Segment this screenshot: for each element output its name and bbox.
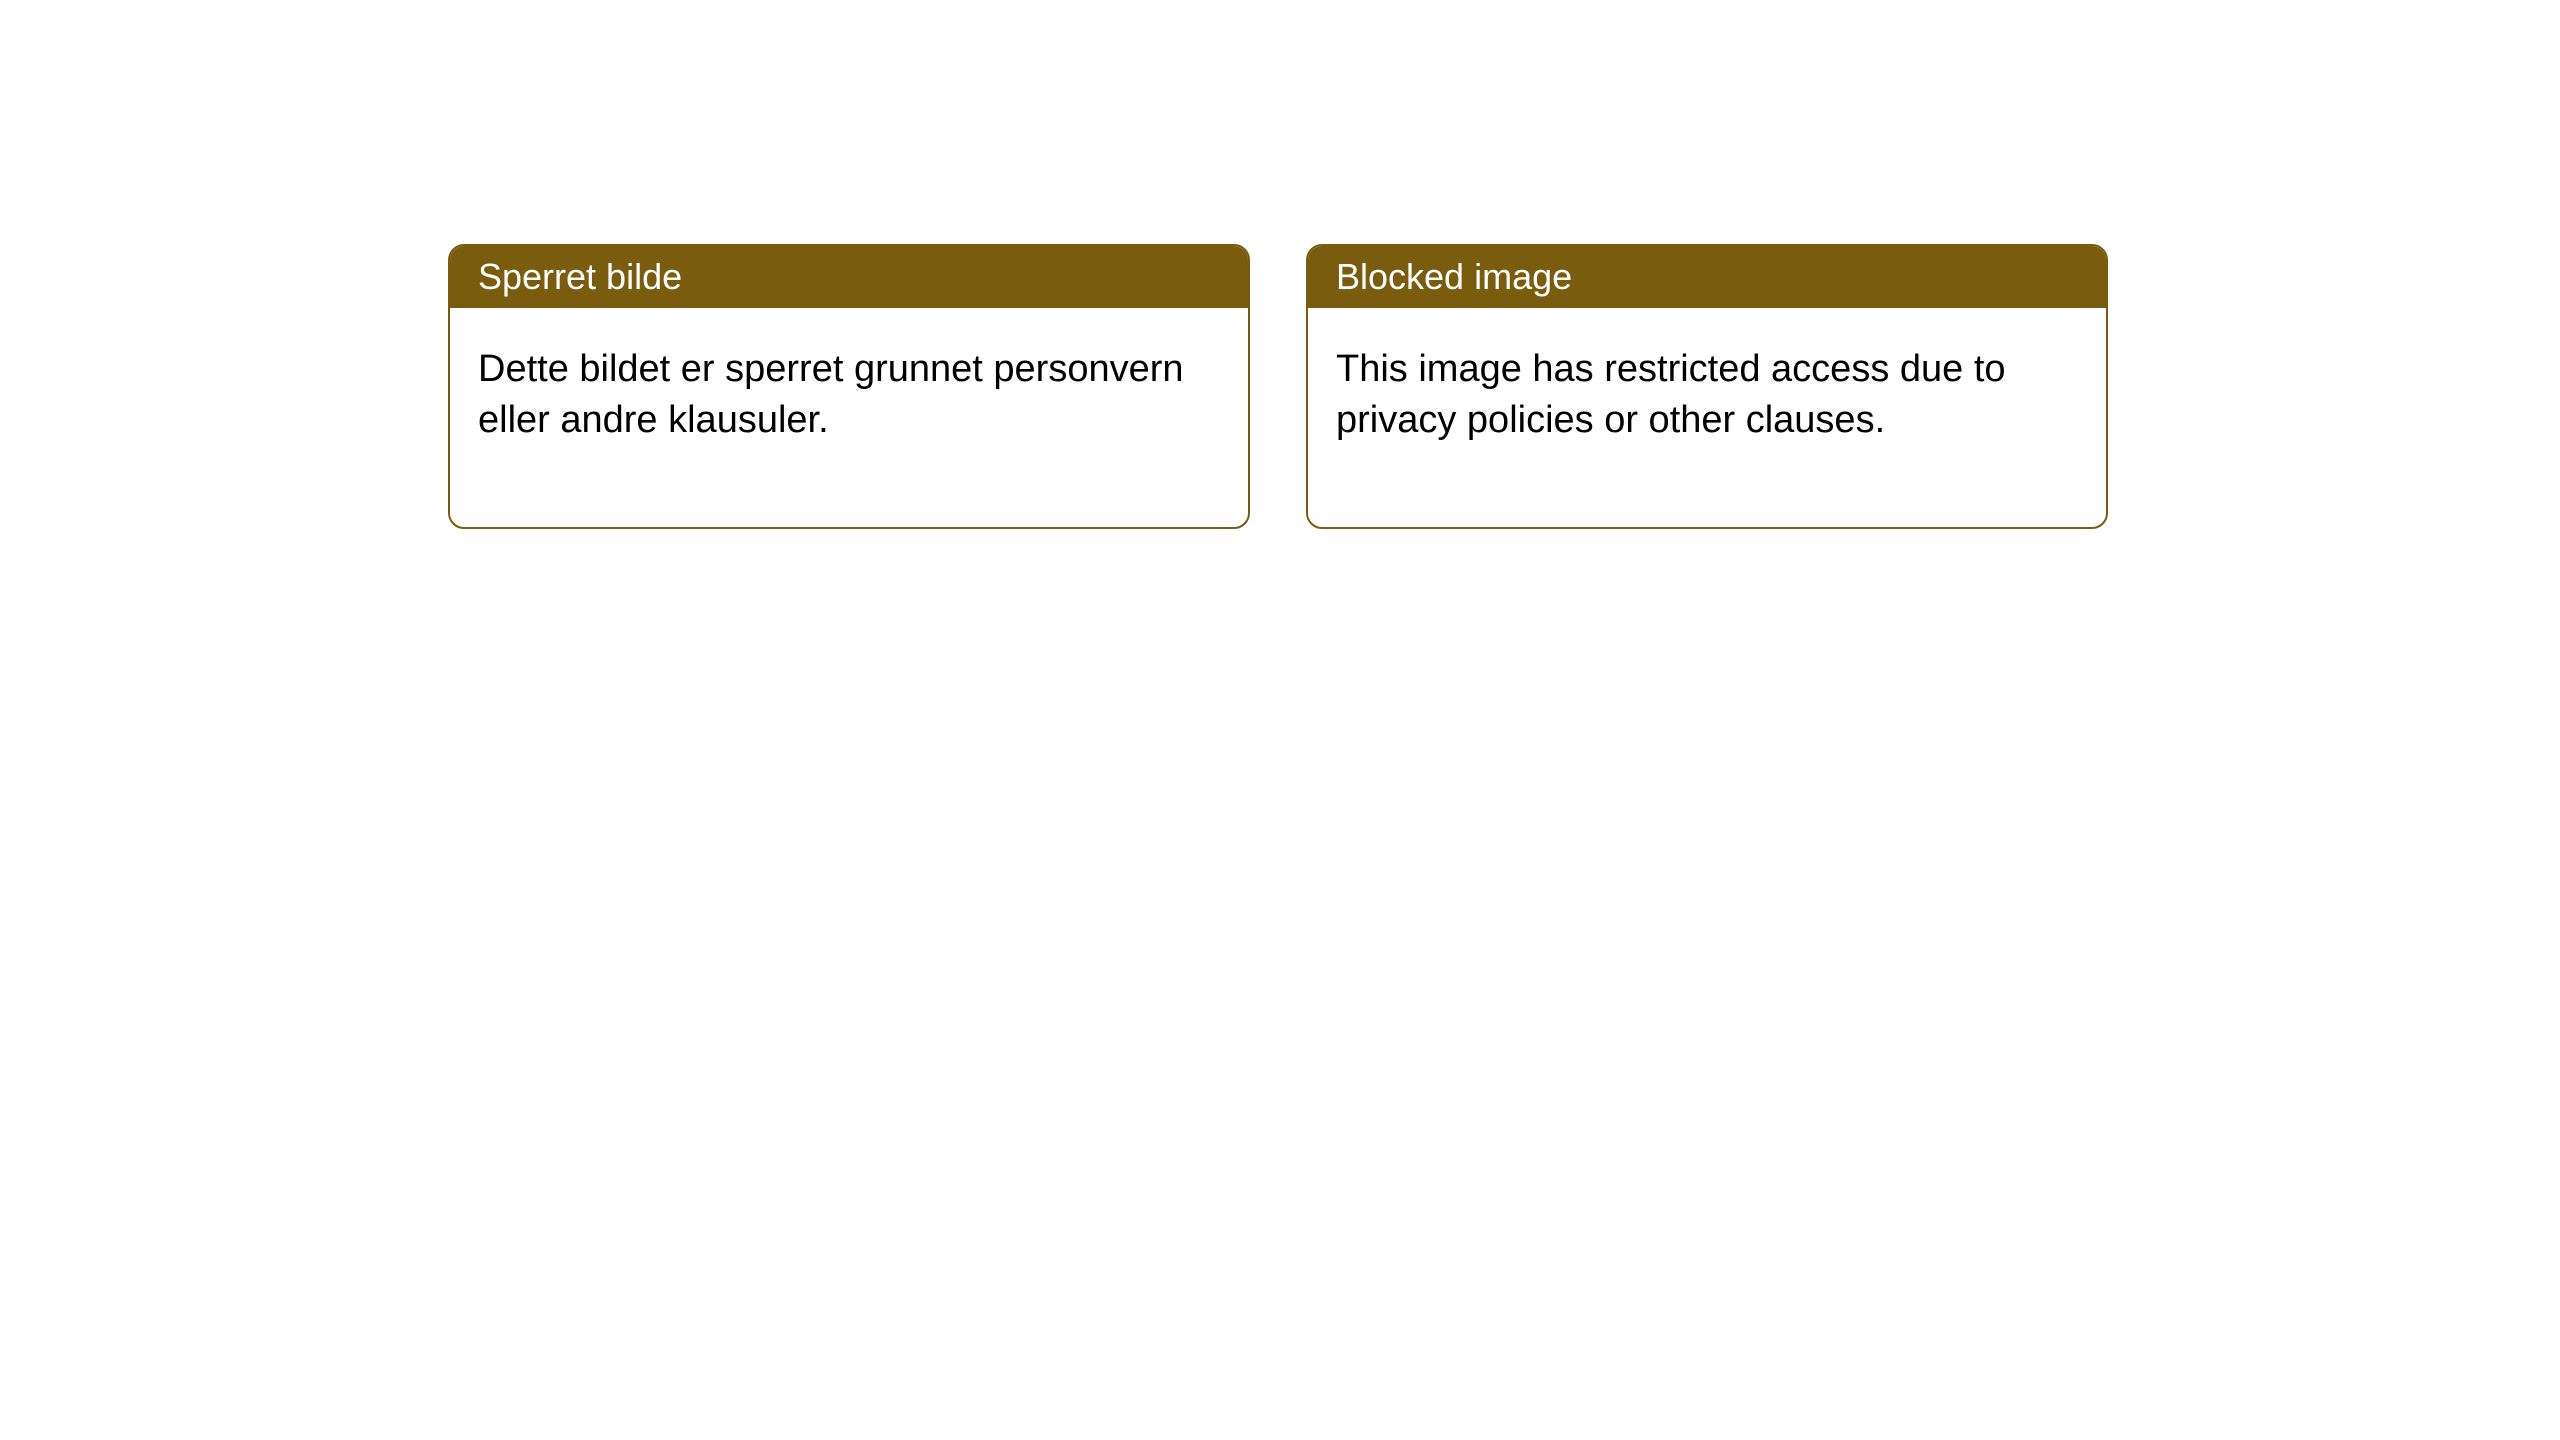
notice-body-en: This image has restricted access due to …	[1308, 308, 2106, 527]
notice-card-en: Blocked image This image has restricted …	[1306, 244, 2108, 529]
notice-body-no: Dette bildet er sperret grunnet personve…	[450, 308, 1248, 527]
notice-title-en: Blocked image	[1308, 246, 2106, 308]
notice-title-no: Sperret bilde	[450, 246, 1248, 308]
notice-container: Sperret bilde Dette bildet er sperret gr…	[448, 244, 2108, 529]
notice-card-no: Sperret bilde Dette bildet er sperret gr…	[448, 244, 1250, 529]
